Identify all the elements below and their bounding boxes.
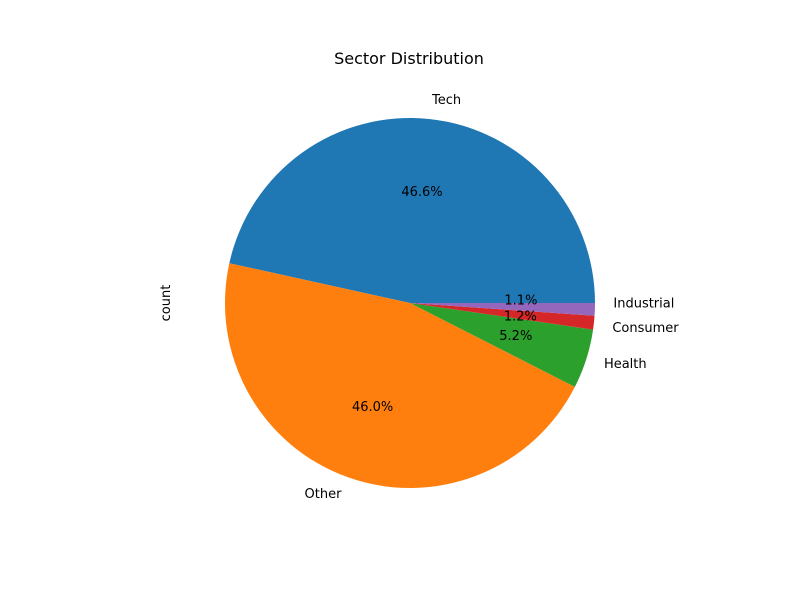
slice-percent-health: 5.2% [499, 329, 532, 344]
slice-percent-industrial: 1.1% [504, 293, 537, 308]
pie-slice-other [224, 263, 575, 489]
slice-label-health: Health [604, 357, 647, 372]
pie-labels: Tech 46.6% Other 46.0% Health 5.2% Consumer 1.2… [305, 93, 680, 502]
slice-label-tech: Tech [431, 93, 461, 108]
slice-percent-other: 46.0% [352, 400, 393, 415]
y-axis-label: count [159, 285, 174, 322]
pie-slice-tech [229, 117, 595, 303]
pie-slice-consumer [410, 303, 595, 330]
slice-label-consumer: Consumer [612, 321, 679, 336]
slice-percent-tech: 46.6% [401, 185, 442, 200]
slice-percent-consumer: 1.2% [504, 309, 537, 324]
slice-label-other: Other [305, 487, 343, 502]
chart-title: Sector Distribution [334, 49, 484, 68]
pie-slices [224, 117, 595, 489]
pie-slice-industrial [410, 303, 595, 316]
pie-slice-health [410, 303, 594, 387]
slice-label-industrial: Industrial [613, 297, 674, 312]
